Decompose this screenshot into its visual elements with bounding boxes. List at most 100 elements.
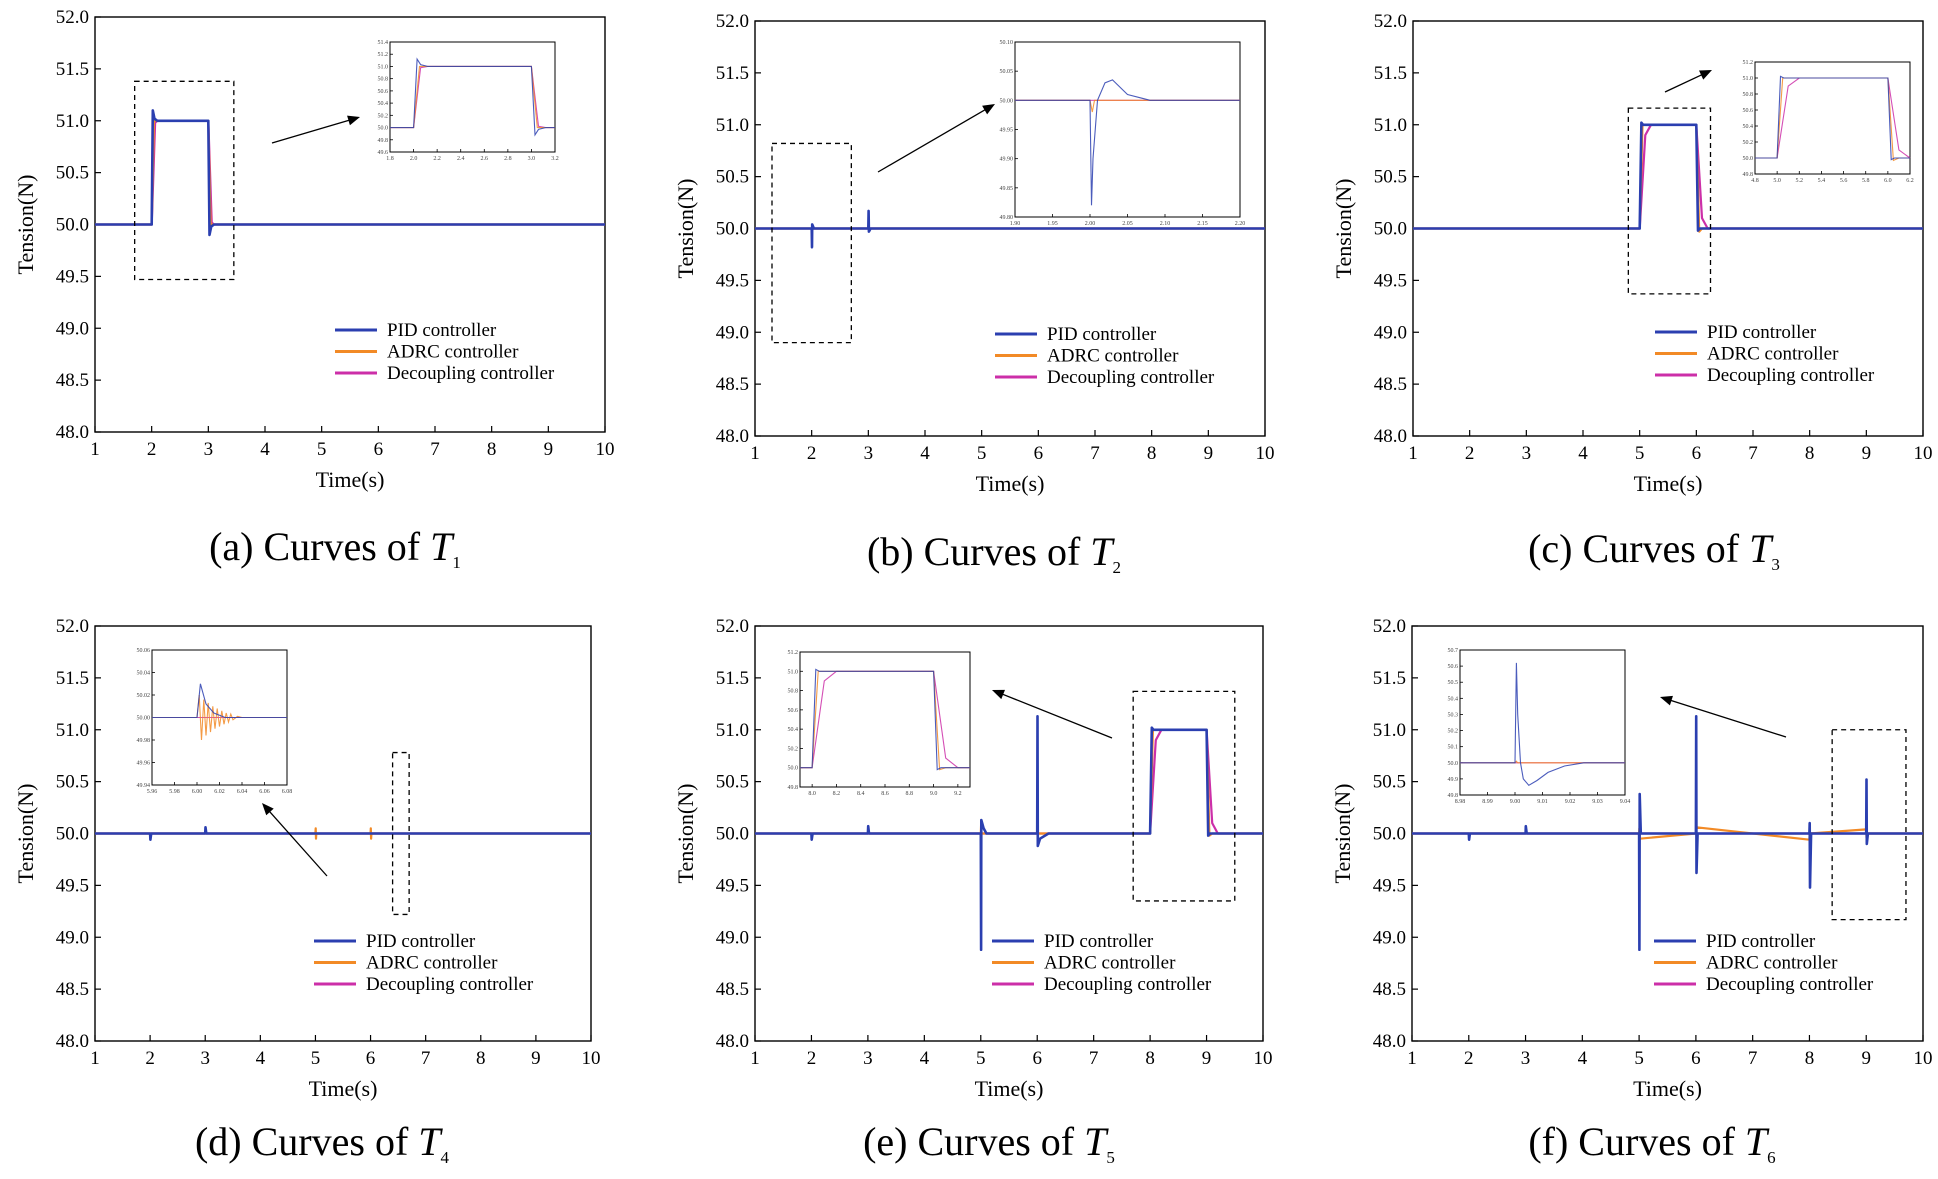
inset-series-line-pid [1460,662,1625,787]
x-tick-label: 8 [1145,1048,1155,1069]
x-tick-label: 9 [544,439,554,460]
zoom-arrow-head [992,689,1005,700]
inset-x-tick-label: 5.0 [1773,178,1781,184]
x-tick-label: 1 [750,1048,760,1069]
zoom-arrow-head [1660,695,1673,706]
x-tick-label: 5 [311,1048,321,1069]
inset-x-tick-label: 2.20 [1235,221,1246,227]
legend-label: PID controller [1707,322,1817,343]
series-line-pid [1413,121,1923,232]
x-tick-label: 6 [1034,443,1044,464]
caption-variable: T [1749,526,1774,571]
legend-label: PID controller [1047,324,1157,345]
inset-y-tick-label: 50.5 [1448,680,1459,686]
caption-subscript: 6 [1767,1148,1776,1167]
series-line-pid [1412,714,1923,952]
x-tick-label: 5 [977,443,987,464]
caption-subscript: 1 [452,553,461,572]
inset-y-tick-label: 51.2 [1743,60,1754,66]
inset-y-tick-label: 51.2 [788,650,799,656]
y-tick-label: 51.0 [1374,115,1407,136]
zoom-arrow-head [982,104,995,115]
inset-y-tick-label: 50.0 [788,766,799,772]
x-tick-label: 2 [145,1048,155,1069]
inset-series-line-pid [390,57,555,137]
inset-y-tick-label: 50.2 [378,113,389,119]
caption-prefix: (a) Curves of [209,524,430,569]
legend-label: Decoupling controller [1047,367,1215,388]
x-tick-label: 7 [1089,1048,1099,1069]
y-tick-label: 51.0 [716,115,749,136]
inset-y-tick-label: 50.1 [1448,745,1459,751]
inset-y-tick-label: 50.00 [1000,98,1014,104]
caption-subscript: 2 [1113,558,1122,577]
inset-y-tick-label: 51.4 [378,40,389,46]
inset-y-tick-label: 50.4 [788,727,799,733]
inset-x-tick-label: 2.10 [1160,221,1171,227]
inset-y-tick-label: 50.2 [788,746,799,752]
panel-caption: (c) Curves of T3 [1528,526,1780,574]
caption-subscript: 5 [1106,1148,1115,1167]
x-tick-label: 2 [807,1048,817,1069]
x-tick-label: 2 [1465,443,1475,464]
x-tick-label: 5 [1635,443,1645,464]
y-tick-label: 50.0 [1373,824,1406,845]
zoom-arrow [267,809,328,877]
chart-panel-e: 1 2 3 4 5 6 7 8 9 10 48.0 48.5 49.0 49.5 50.0 50.5 51.0 5… [673,616,1273,1167]
x-tick-label: 5 [1634,1048,1644,1069]
legend-label: ADRC controller [1044,953,1176,974]
x-tick-label: 6 [1692,443,1702,464]
inset-x-tick-label: 1.8 [386,156,394,162]
inset-y-tick-label: 49.95 [1000,128,1014,134]
zoom-arrow-head [347,115,360,126]
chart-panel-b: 1 2 3 4 5 6 7 8 9 10 48.0 48.5 49.0 49.5 50.0 50.5 51.0 5… [673,11,1275,577]
inset-series-line-pid [152,683,287,719]
x-tick-label: 2 [147,439,157,460]
y-tick-label: 49.0 [716,322,749,343]
inset-x-tick-label: 9.04 [1620,799,1631,805]
x-tick-label: 7 [430,439,440,460]
inset-x-tick-label: 1.90 [1010,221,1021,227]
inset-y-tick-label: 49.94 [137,783,151,789]
zoom-arrow [877,108,988,173]
inset-x-tick-label: 5.4 [1818,178,1826,184]
inset-x-tick-label: 9.2 [954,791,962,797]
zoom-arrow [1000,692,1113,739]
inset-y-tick-label: 50.0 [378,126,389,132]
chart-panel-a: 1 2 3 4 5 6 7 8 9 10 48.0 48.5 49.0 49.5 50.0 50.5 51.0 5… [13,7,615,572]
legend-label: PID controller [366,931,476,952]
x-tick-label: 10 [1256,443,1275,464]
y-tick-label: 50.5 [56,772,89,793]
y-tick-label: 49.0 [56,318,89,339]
caption-prefix: (f) Curves of [1528,1119,1745,1164]
inset-y-tick-label: 51.0 [788,669,799,675]
y-axis-title: Tension(N) [1331,179,1356,279]
y-axis-title: Tension(N) [673,179,698,279]
x-axis-title: Time(s) [976,471,1045,496]
x-tick-label: 3 [200,1048,210,1069]
series-line-pid [755,714,1263,952]
inset-y-tick-label: 50.7 [1448,648,1459,654]
y-tick-label: 48.5 [716,979,749,1000]
inset-chart: 1.8 2.0 2.2 2.4 2.6 2.8 3.0 3.2 49.6 49.8 50.0 50.2… [378,40,559,162]
inset-x-tick-label: 2.2 [433,156,441,162]
inset-y-tick-label: 49.98 [137,738,151,744]
inset-x-tick-label: 8.2 [833,791,841,797]
legend-label: PID controller [1044,931,1154,952]
x-tick-label: 4 [1578,1048,1588,1069]
y-tick-label: 50.0 [716,219,749,240]
x-tick-label: 3 [1522,443,1532,464]
y-tick-label: 52.0 [1374,11,1407,32]
inset-y-tick-label: 50.6 [788,708,799,714]
inset-frame [799,651,971,788]
inset-x-tick-label: 3.0 [528,156,536,162]
x-axis-title: Time(s) [1633,1076,1702,1101]
inset-x-tick-label: 8.6 [881,791,889,797]
inset-x-tick-label: 2.05 [1122,221,1133,227]
x-tick-label: 2 [1464,1048,1474,1069]
y-tick-label: 48.5 [1373,979,1406,1000]
x-axis-title: Time(s) [975,1076,1044,1101]
